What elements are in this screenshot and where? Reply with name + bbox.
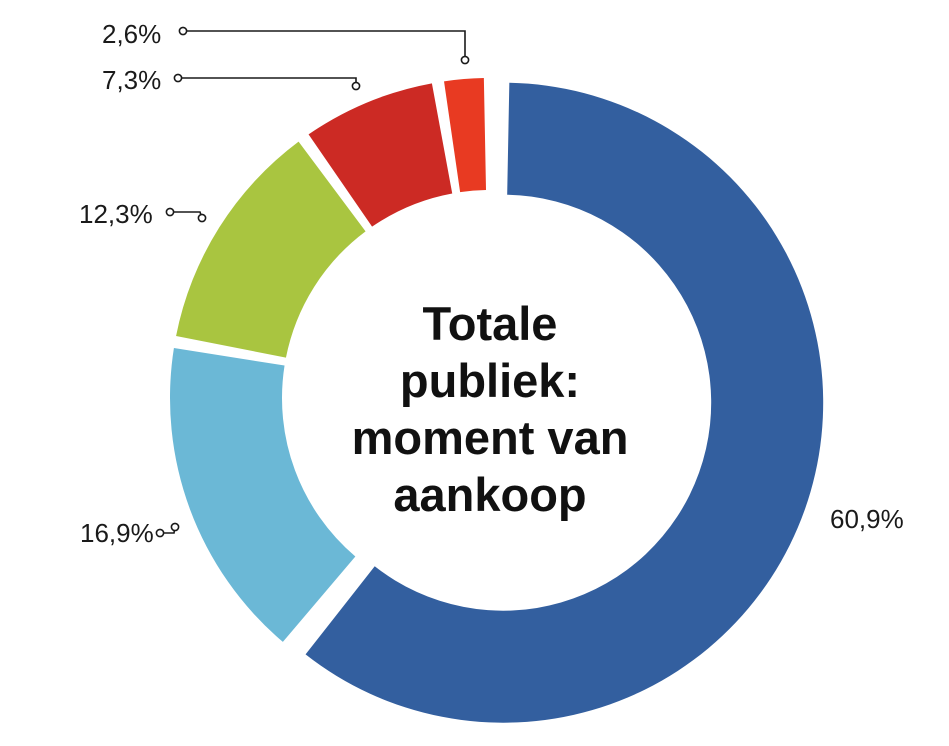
slice-169: [169, 348, 356, 642]
donut-slices: [169, 78, 824, 723]
leader-16-9: [155, 522, 180, 538]
percentage-labels: 60,9% 16,9% 12,3% 7,3% 2,6%: [79, 19, 904, 548]
slice-label-12-3: 12,3%: [79, 199, 153, 229]
slice-label-16-9: 16,9%: [80, 518, 154, 548]
chart-title: Totale publiek: moment van aankoop: [330, 295, 650, 523]
leader-2-6: [178, 26, 470, 65]
slice-123: [176, 141, 366, 358]
leader-12-3: [165, 207, 207, 223]
leader-lines: [155, 26, 470, 538]
chart-title-line-1: Totale: [422, 297, 558, 350]
slice-73: [308, 83, 453, 227]
slice-label-60-9: 60,9%: [830, 504, 904, 534]
slice-609: [305, 82, 824, 723]
slice-26: [444, 78, 487, 193]
chart-title-line-4: aankoop: [393, 468, 587, 521]
chart-title-line-2: publiek:: [399, 354, 581, 407]
leader-7-3: [173, 73, 361, 91]
slice-label-2-6: 2,6%: [102, 19, 161, 49]
slice-label-7-3: 7,3%: [102, 65, 161, 95]
chart-title-line-3: moment van: [351, 411, 629, 464]
